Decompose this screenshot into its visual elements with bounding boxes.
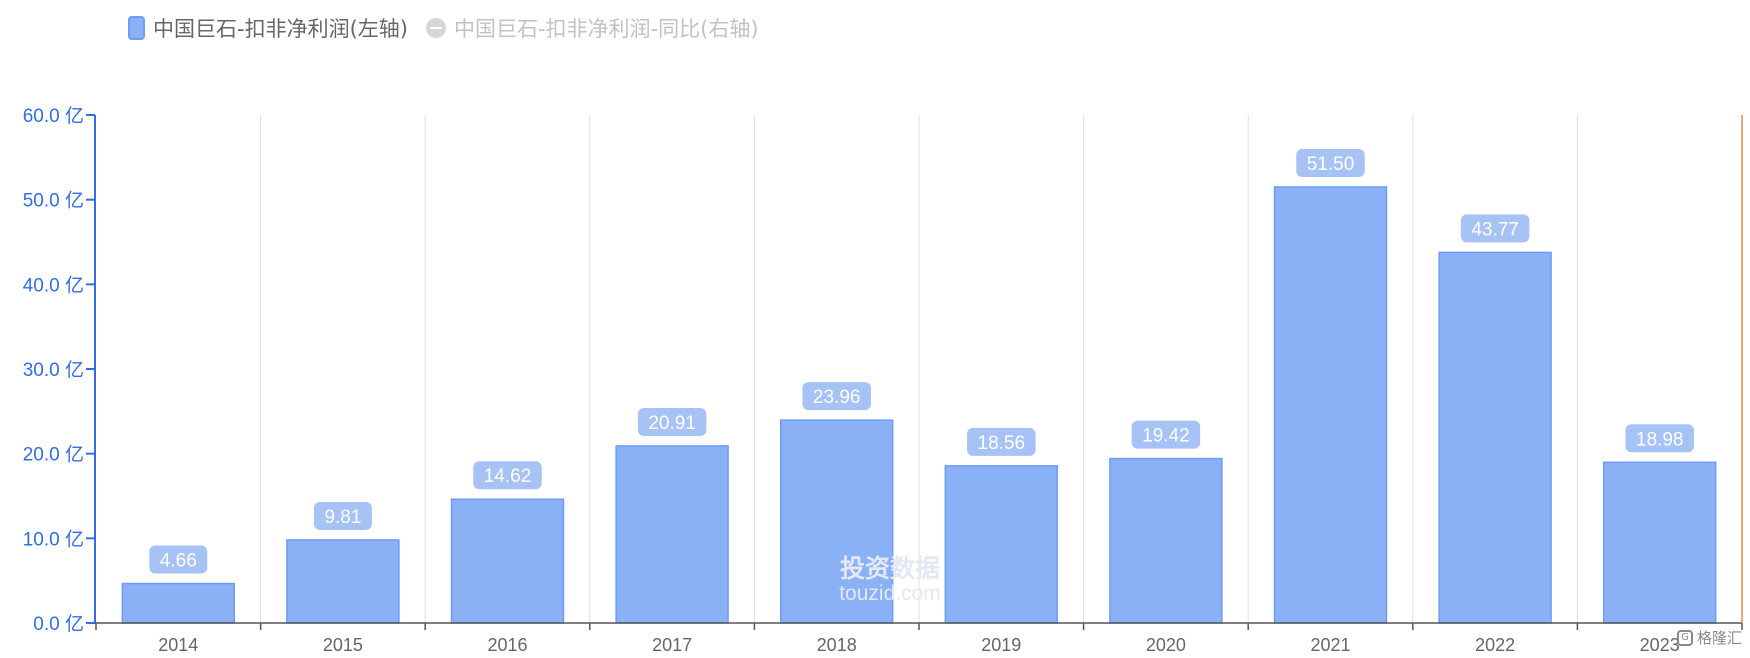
y-tick-label: 60.0 亿: [23, 105, 84, 127]
y-tick-label: 20.0 亿: [23, 444, 84, 466]
data-label: 51.50: [1307, 154, 1355, 175]
watermark-line1: 投资数据: [840, 554, 940, 583]
bar: [1273, 186, 1388, 624]
bar: [1438, 251, 1552, 624]
data-label-bg: [149, 545, 208, 574]
y-tick-label: 40.0 亿: [23, 274, 84, 296]
legend-item-net-profit[interactable]: 中国巨石-扣非净利润(左轴): [128, 13, 408, 43]
x-tick-label: 2015: [323, 635, 363, 655]
data-label: 9.81: [324, 507, 361, 528]
y-axis-ticks: 0.0 亿 10.0 亿 20.0 亿 30.0 亿 40.0 亿 50.0 亿 60.0 …: [23, 105, 95, 635]
legend-item-yoy[interactable]: 中国巨石-扣非净利润-同比(右轴): [425, 13, 759, 43]
x-tick-label: 2020: [1146, 635, 1186, 655]
data-labels: 4.66 9.81 14.62 20.91 23.96 18.56 19.42 51.50 43…: [149, 148, 1694, 574]
legend-label-yoy: 中国巨石-扣非净利润-同比(右轴): [453, 17, 759, 41]
grid-lines: [260, 115, 1578, 623]
x-tick-label: 2016: [487, 635, 527, 655]
data-label: 23.96: [813, 387, 861, 408]
bar: [286, 539, 400, 624]
line-swatch-icon: [425, 18, 446, 38]
brand-text: 格隆汇: [1696, 629, 1742, 647]
data-label: 20.91: [648, 413, 696, 434]
data-label: 19.42: [1142, 426, 1190, 447]
bar: [779, 419, 894, 624]
chart-legend: 中国巨石-扣非净利润(左轴) 中国巨石-扣非净利润-同比(右轴): [128, 12, 759, 44]
data-label: 18.56: [978, 433, 1026, 454]
bar: [615, 445, 729, 624]
x-tick-label: 2019: [981, 635, 1021, 655]
x-tick-label: 2021: [1310, 635, 1350, 655]
x-tick-label: 2023: [1640, 635, 1680, 655]
data-label-bg: [802, 382, 871, 411]
bar-swatch-icon: [128, 16, 145, 40]
data-label-bg: [1296, 148, 1365, 177]
bar: [1109, 457, 1223, 624]
y-tick-label: 0.0 亿: [33, 613, 84, 635]
data-label-bg: [313, 501, 372, 530]
y-tick-label: 10.0 亿: [23, 528, 84, 550]
watermark: 投资数据 touzid.com: [839, 554, 941, 605]
bar: [450, 498, 565, 624]
bar: [944, 465, 1059, 624]
legend-label-net-profit: 中国巨石-扣非净利润(左轴): [153, 17, 408, 41]
x-tick-label: 2014: [158, 635, 198, 655]
data-label-bg: [967, 427, 1036, 456]
bar: [121, 582, 236, 624]
brand-icon: G: [1676, 629, 1693, 646]
x-tick-label: 2018: [817, 635, 857, 655]
x-tick-label: 2022: [1475, 635, 1515, 655]
data-label: 18.98: [1636, 429, 1684, 450]
data-label-bg: [637, 407, 707, 436]
bars: [121, 186, 1717, 624]
data-label: 43.77: [1471, 219, 1519, 240]
data-label-bg: [1625, 424, 1694, 453]
data-label: 4.66: [160, 551, 197, 572]
bar: [1602, 461, 1717, 624]
x-tick-label: 2017: [652, 635, 692, 655]
data-label-bg: [1460, 214, 1530, 243]
data-label: 14.62: [484, 466, 532, 487]
data-label-bg: [473, 461, 542, 490]
watermark-line2: touzid.com: [839, 582, 941, 605]
x-axis-labels: 2014 2015 2016 2017 2018 2019 2020 2021 2022 2023: [158, 635, 1679, 655]
brand-logo: G 格隆汇: [1676, 627, 1742, 648]
y-tick-label: 50.0 亿: [23, 190, 84, 212]
data-label-bg: [1131, 420, 1201, 449]
y-tick-label: 30.0 亿: [23, 359, 84, 381]
